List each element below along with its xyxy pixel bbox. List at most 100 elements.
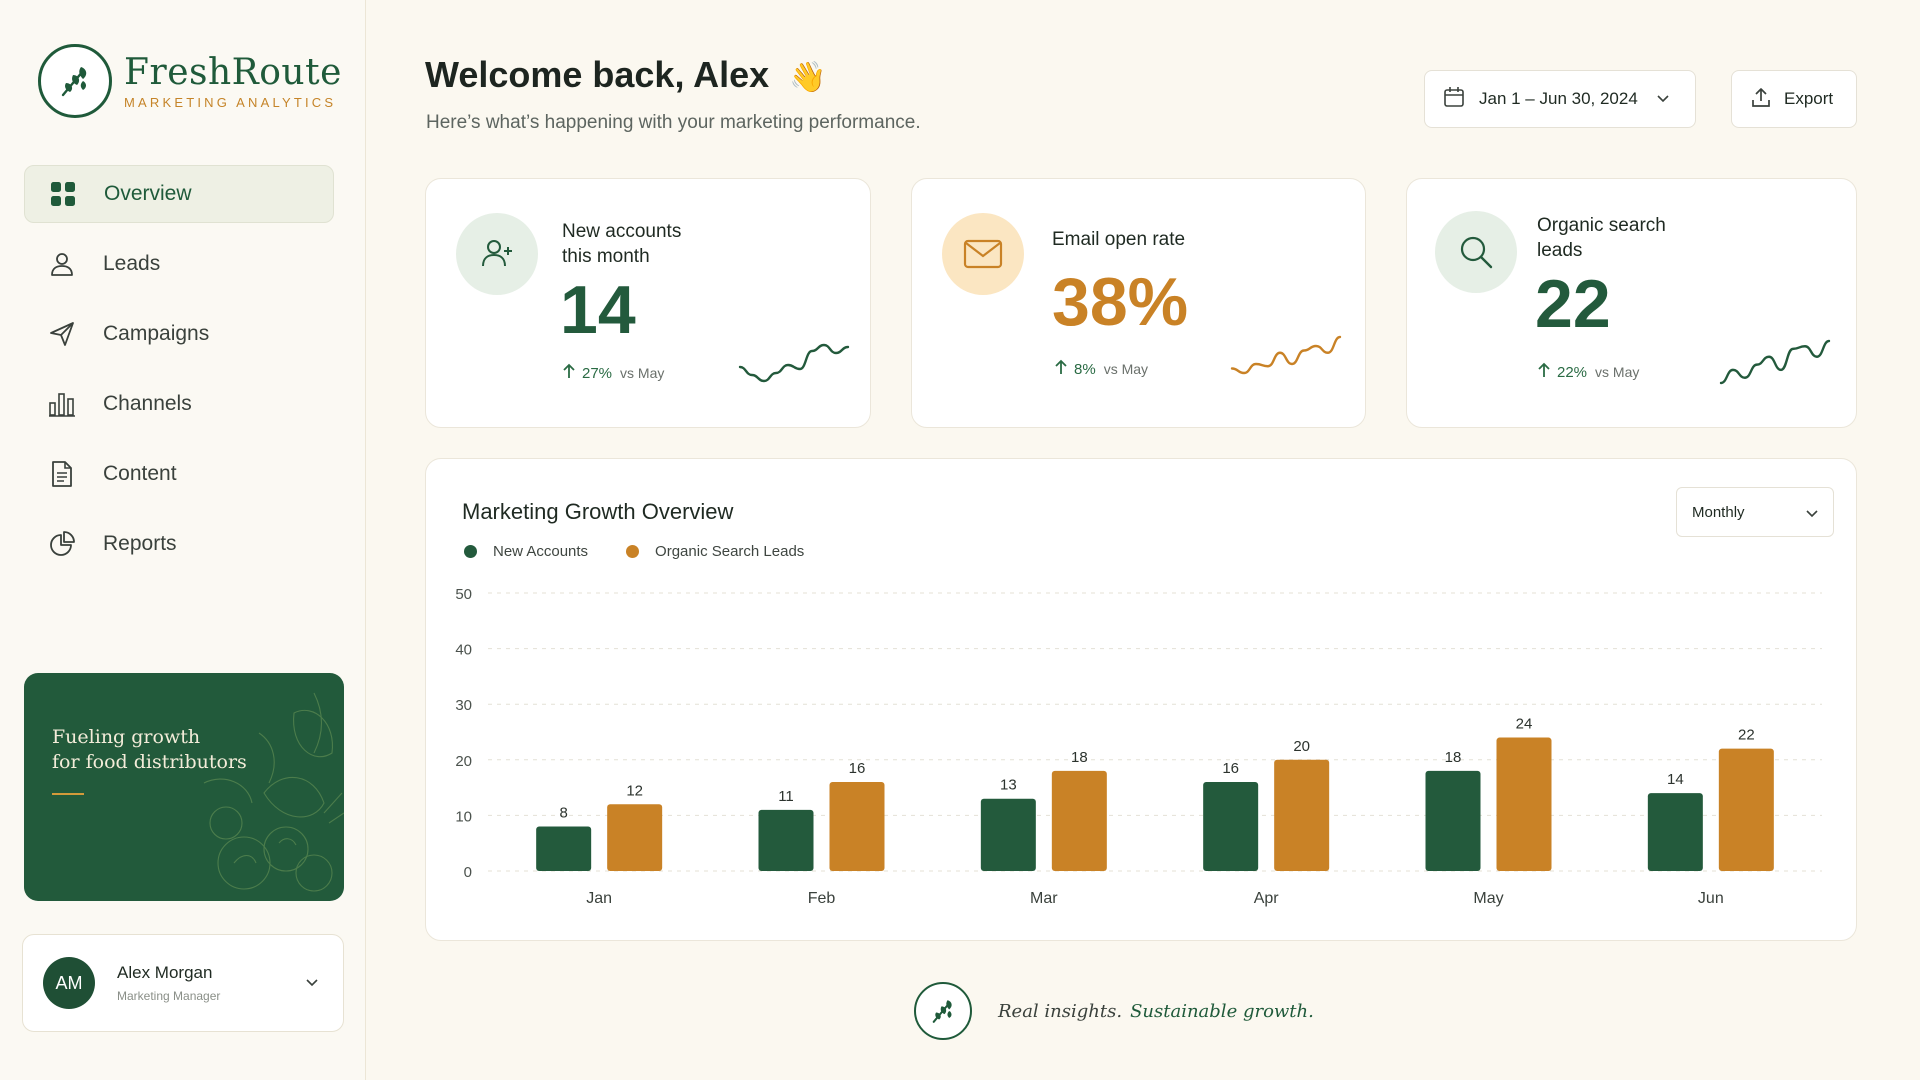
legend-label: Organic Search Leads	[655, 543, 805, 560]
sparkline-path	[1230, 335, 1342, 375]
arrow-up-icon	[1054, 359, 1068, 379]
bar-organic-search-leads[interactable]	[607, 804, 663, 871]
bar-chart-icon	[48, 390, 76, 418]
user-icon	[48, 250, 76, 278]
sidebar-item-campaigns[interactable]: Campaigns	[24, 305, 334, 363]
bar-organic-search-leads[interactable]	[829, 782, 885, 871]
bar-chart: 0 10 20 30 40 50 8 12 Jan 11 16 Feb 13 18 Mar 16 20 Apr 18…	[455, 586, 1822, 907]
sidebar-item-reports[interactable]: Reports	[24, 515, 334, 573]
footer-slogan: Real insights. Sustainable growth.	[998, 1001, 1314, 1022]
footer-text: Real insights.	[998, 1000, 1123, 1022]
kpi-delta-compare: vs May	[1595, 364, 1640, 380]
period-select[interactable]: Monthly	[1676, 487, 1834, 537]
kpi-label: Organic search leads	[1537, 215, 1666, 261]
export-button[interactable]: Export	[1731, 70, 1857, 128]
brand-tagline: MARKETING ANALYTICS	[124, 94, 337, 110]
kpi-value: 38%	[1052, 264, 1189, 340]
brand-name: FreshRoute	[124, 51, 342, 93]
chart-legend: New Accounts Organic Search Leads	[464, 543, 842, 560]
kpi-label: New accounts this month	[562, 221, 682, 267]
legend-label: New Accounts	[493, 543, 589, 560]
bar-value-label: 8	[559, 805, 567, 822]
kpi-label: Email open rate	[1052, 229, 1186, 250]
sidebar-item-label: Reports	[103, 532, 177, 555]
kpi-delta: 8% vs May	[1054, 359, 1148, 379]
brand-logo[interactable]: FreshRoute MARKETING ANALYTICS	[38, 44, 342, 118]
bar-organic-search-leads[interactable]	[1496, 737, 1552, 871]
bar-new-accounts[interactable]	[1203, 782, 1259, 871]
y-tick-label: 0	[464, 864, 472, 881]
kpi-card-new-accounts[interactable]: New accounts this month 14 27% vs May	[425, 178, 871, 428]
bar-value-label: 13	[1000, 777, 1017, 794]
legend-item-organic-search-leads[interactable]: Organic Search Leads	[626, 543, 804, 560]
bar-new-accounts[interactable]	[536, 826, 592, 871]
y-tick-label: 40	[455, 642, 472, 659]
chart-title: Marketing Growth Overview	[462, 499, 734, 524]
date-range-picker[interactable]: Jan 1 – Jun 30, 2024	[1424, 70, 1696, 128]
kpi-delta-compare: vs May	[620, 365, 665, 381]
bar-value-label: 18	[1071, 749, 1088, 766]
bar-new-accounts[interactable]	[1425, 770, 1481, 871]
leaf-logo-icon	[914, 982, 972, 1040]
send-icon	[48, 320, 76, 348]
bar-value-label: 11	[778, 788, 794, 805]
promo-line-2: for food distributors	[52, 751, 247, 773]
sidebar-item-leads[interactable]: Leads	[24, 235, 334, 293]
kpi-delta: 22% vs May	[1537, 362, 1639, 382]
bar-organic-search-leads[interactable]	[1718, 748, 1774, 871]
date-range-label: Jan 1 – Jun 30, 2024	[1479, 89, 1638, 108]
kpi-card-organic-search-leads[interactable]: Organic search leads 22 22% vs May	[1406, 178, 1857, 428]
grid-icon	[49, 180, 77, 208]
kpi-delta-compare: vs May	[1103, 361, 1149, 377]
bar-value-label: 16	[849, 760, 866, 777]
y-tick-label: 30	[455, 697, 472, 714]
kpi-value: 22	[1535, 266, 1611, 342]
bar-organic-search-leads[interactable]	[1274, 759, 1330, 871]
footer: Real insights. Sustainable growth.	[914, 982, 1314, 1040]
legend-dot	[626, 545, 640, 558]
avatar: AM	[43, 957, 95, 1009]
bar-value-label: 14	[1667, 771, 1684, 788]
sparkline	[1230, 335, 1342, 375]
bar-value-label: 12	[626, 782, 643, 799]
sidebar-item-content[interactable]: Content	[24, 445, 334, 503]
user-name: Alex Morgan	[117, 963, 213, 982]
kpi-card-email-open-rate[interactable]: Email open rate 38% 8% vs May	[911, 178, 1366, 428]
bar-value-label: 16	[1222, 760, 1239, 777]
document-icon	[48, 460, 76, 488]
sidebar-item-channels[interactable]: Channels	[24, 375, 334, 433]
bar-organic-search-leads[interactable]	[1051, 770, 1107, 871]
chevron-down-icon	[1656, 89, 1670, 109]
sidebar-item-label: Leads	[103, 252, 161, 275]
user-profile-card[interactable]: AM Alex Morgan Marketing Manager	[22, 934, 344, 1032]
mail-icon	[942, 213, 1024, 295]
x-tick-label: Apr	[1254, 890, 1280, 907]
legend-dot	[464, 545, 477, 558]
bar-value-label: 20	[1293, 738, 1310, 755]
page-subtitle: Here’s what’s happening with your market…	[426, 112, 921, 133]
x-tick-label: Feb	[808, 890, 836, 907]
kpi-value: 14	[560, 272, 636, 348]
bar-new-accounts[interactable]	[1647, 793, 1703, 871]
user-role: Marketing Manager	[117, 989, 221, 1003]
bar-new-accounts[interactable]	[758, 809, 814, 871]
sidebar: FreshRoute MARKETING ANALYTICS Overview …	[0, 0, 366, 1080]
legend-item-new-accounts[interactable]: New Accounts	[464, 543, 588, 560]
footer-accent: Sustainable growth.	[1130, 1000, 1314, 1022]
add-user-icon	[456, 213, 538, 295]
calendar-icon	[1443, 86, 1465, 113]
marketing-growth-chart: 0 10 20 30 40 50 8 12 Jan 11 16 Feb 13 18 Mar 16 20 Apr 18…	[425, 458, 1857, 941]
kpi-delta-value: 27%	[582, 364, 613, 382]
export-label: Export	[1784, 89, 1834, 108]
chevron-down-icon[interactable]	[305, 975, 319, 993]
bar-value-label: 18	[1445, 749, 1462, 766]
promo-banner: Fueling growth for food distributors	[24, 673, 344, 901]
sidebar-item-label: Channels	[103, 392, 192, 415]
bar-new-accounts[interactable]	[980, 798, 1036, 871]
kpi-delta: 27% vs May	[562, 363, 664, 383]
sparkline	[738, 343, 850, 383]
sidebar-item-overview[interactable]: Overview	[24, 165, 334, 223]
x-tick-label: Jun	[1698, 890, 1724, 907]
y-tick-label: 20	[455, 753, 472, 770]
sparkline-path	[738, 343, 850, 383]
